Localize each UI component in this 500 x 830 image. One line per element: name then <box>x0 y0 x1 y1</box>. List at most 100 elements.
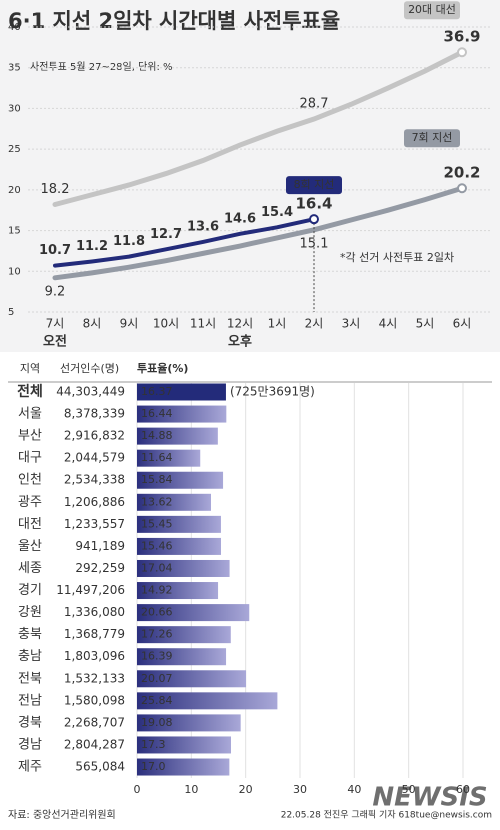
value-label: 16.4 <box>295 195 332 213</box>
voter-count: 8,378,339 <box>64 407 125 421</box>
y-tick-label: 30 <box>8 103 21 114</box>
x-tick-label: 2시 <box>305 317 324 331</box>
region-label: 전체 <box>17 383 43 400</box>
bar-value-label: 15.45 <box>141 517 173 530</box>
legend-label: 7회 지선 <box>412 131 453 144</box>
bar <box>137 670 247 688</box>
bar-value-label: 15.46 <box>141 539 173 552</box>
bar <box>137 758 230 776</box>
bar <box>137 604 250 622</box>
y-tick-label: 15 <box>8 226 21 237</box>
bar-annotation: (725만3691명) <box>230 385 315 399</box>
x-tick-label: 20 <box>239 783 253 796</box>
y-tick-label: 10 <box>8 266 21 277</box>
value-label: 12.7 <box>150 227 182 242</box>
y-tick-label: 25 <box>8 144 21 155</box>
x-tick-label: 40 <box>347 783 361 796</box>
bar-value-label: 13.62 <box>141 495 173 508</box>
x-tick-label: 10 <box>184 783 198 796</box>
watermark: NEWSIS <box>372 783 487 813</box>
bar-value-label: 20.07 <box>141 672 173 685</box>
x-tick-label: 4시 <box>379 317 398 331</box>
bar <box>137 427 218 445</box>
bar <box>137 471 224 489</box>
x-tick-label: 8시 <box>83 317 102 331</box>
voter-count: 1,580,098 <box>64 693 125 707</box>
x-tick-label: 7시 <box>46 317 65 331</box>
x-tick-label: 10시 <box>153 317 179 331</box>
value-label: 18.2 <box>41 182 70 197</box>
x-tick-label: 50 <box>402 783 416 796</box>
x-tick-label: 6시 <box>453 317 472 331</box>
bar <box>137 692 278 710</box>
value-label: 9.2 <box>45 284 66 299</box>
x-tick-label: 3시 <box>342 317 361 331</box>
legend-label: 8회 지선 <box>294 178 335 191</box>
x-tick-label: 11시 <box>190 317 216 331</box>
end-point <box>309 214 319 225</box>
voter-count: 941,189 <box>75 539 125 553</box>
bar-value-label: 19.08 <box>141 716 173 729</box>
bar-value-label: 17.0 <box>141 760 166 773</box>
y-tick-label: 35 <box>8 63 21 74</box>
x-tick-label: 0 <box>134 783 141 796</box>
value-label: 10.7 <box>39 243 71 258</box>
bar-value-label: 14.88 <box>141 429 173 442</box>
x-tick-label: 60 <box>456 783 470 796</box>
voter-count: 565,084 <box>75 760 125 774</box>
region-label: 울산 <box>18 539 42 554</box>
series-tag <box>404 129 460 148</box>
end-point <box>457 183 467 194</box>
end-point <box>457 47 467 58</box>
region-label: 대구 <box>18 451 42 466</box>
column-header: 지역 <box>20 362 40 375</box>
voter-count: 2,534,338 <box>64 473 125 487</box>
voter-count: 1,336,080 <box>64 605 125 619</box>
voter-count: 2,804,287 <box>64 737 125 751</box>
region-label: 경남 <box>18 737 42 752</box>
subtitle: 사전투표 5월 27~28일, 단위: % <box>30 60 173 73</box>
bar <box>137 582 219 600</box>
x-tick-label: 1시 <box>268 317 287 331</box>
bar-value-label: 16.39 <box>141 650 173 663</box>
region-label: 경기 <box>18 583 42 598</box>
region-label: 인천 <box>18 473 42 488</box>
voter-count: 2,916,832 <box>64 429 125 443</box>
bar <box>137 714 241 732</box>
x-tick-label: 5시 <box>416 317 435 331</box>
bar-value-label: 25.84 <box>141 694 173 707</box>
value-label: 15.4 <box>261 205 293 220</box>
voter-count: 1,233,557 <box>64 517 125 531</box>
bar-value-label: 17.26 <box>141 628 173 641</box>
voter-count: 1,532,133 <box>64 671 125 685</box>
bar-value-label: 17.3 <box>141 738 166 751</box>
bar-value-label: 11.64 <box>141 451 173 464</box>
region-label: 서울 <box>18 407 42 422</box>
bar <box>137 559 230 577</box>
series-line <box>53 217 316 268</box>
value-label: 36.9 <box>443 28 480 46</box>
bar <box>137 515 221 533</box>
bar <box>137 405 227 423</box>
region-label: 제주 <box>18 760 42 775</box>
value-label: 20.2 <box>443 164 480 182</box>
chart-title: 6·1 지선 2일차 시간대별 사전투표율 <box>8 9 340 33</box>
period-label: 오전 <box>43 334 67 350</box>
bar <box>137 648 227 666</box>
y-tick-label: 40 <box>8 22 21 33</box>
bar-value-label: 15.84 <box>141 473 173 486</box>
annotation: *각 선거 사전투표 2일차 <box>340 250 454 264</box>
region-label: 강원 <box>18 605 42 620</box>
bar <box>137 493 212 511</box>
voter-count: 1,803,096 <box>64 649 125 663</box>
region-label: 부산 <box>18 429 42 444</box>
bar-value-label: 14.92 <box>141 584 173 597</box>
bar-value-label: 16.37 <box>141 385 173 398</box>
region-label: 전북 <box>18 671 42 686</box>
bar <box>137 449 201 467</box>
series-tag <box>286 176 342 195</box>
bar <box>137 736 231 754</box>
credit: 22.05.28 전진우 그래픽 기자 618tue@newsis.com <box>281 810 492 821</box>
x-tick-label: 30 <box>293 783 307 796</box>
series-line <box>52 49 465 208</box>
